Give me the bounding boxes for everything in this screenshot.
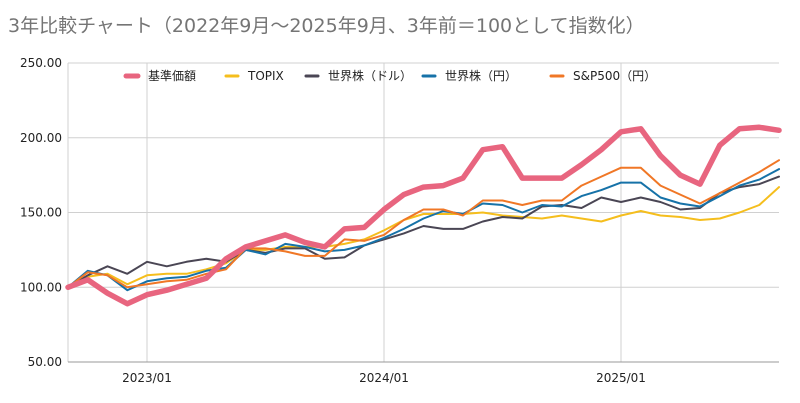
y-axis-ticks: 50.00 100.00 150.00 200.00 250.00 (20, 56, 62, 369)
legend-label: 世界株（円） (445, 68, 517, 83)
y-tick-label: 250.00 (20, 56, 62, 70)
x-tick-label: 2024/01 (359, 371, 409, 385)
legend-label: 世界株（ドル） (328, 68, 412, 83)
legend-label: 基準価額 (148, 68, 196, 83)
y-tick-label: 100.00 (20, 280, 62, 294)
series-line-4 (67, 159, 780, 289)
x-axis-ticks: 2023/01 2024/01 2025/01 (122, 371, 646, 385)
series-line-2 (67, 175, 780, 289)
y-tick-label: 200.00 (20, 131, 62, 145)
series-line-1 (67, 186, 780, 289)
legend: 基準価額 TOPIX 世界株（ドル） 世界株（円） S&P500（円） (123, 68, 656, 83)
x-tick-label: 2023/01 (122, 371, 172, 385)
x-tick-label: 2025/01 (596, 371, 646, 385)
legend-label: S&P500（円） (573, 69, 656, 83)
series-line-3 (67, 168, 780, 292)
y-tick-label: 150.00 (20, 206, 62, 220)
series-line-0 (65, 124, 782, 307)
legend-label: TOPIX (247, 69, 284, 83)
series-lines (65, 124, 782, 307)
chart-title: 3年比較チャート（2022年9月〜2025年9月、3年前＝100として指数化） (8, 15, 645, 37)
y-tick-label: 50.00 (28, 355, 62, 369)
grid (67, 62, 779, 363)
